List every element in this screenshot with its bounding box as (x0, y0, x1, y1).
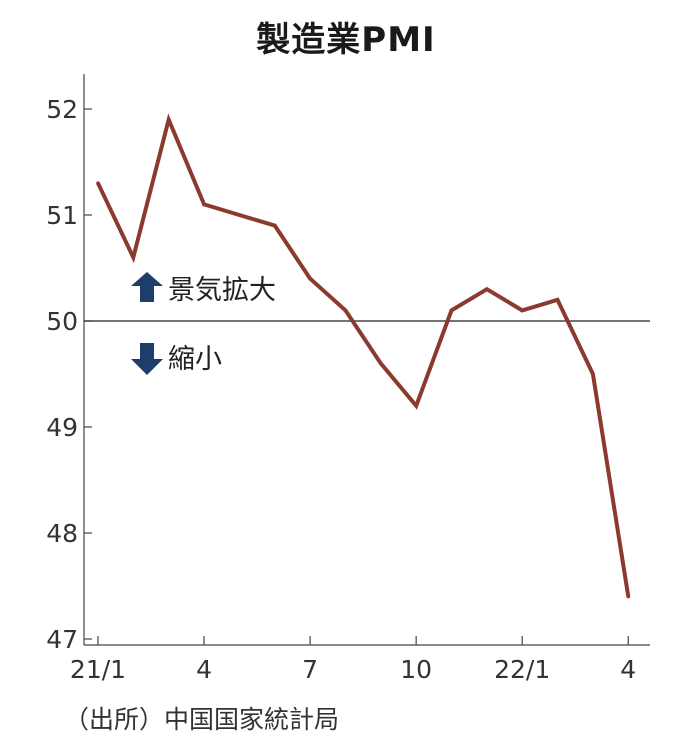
y-tick-label: 52 (46, 95, 78, 124)
x-axis: 21/1 4 7 10 22/1 4 (70, 636, 650, 684)
data-point (591, 372, 595, 376)
data-point (555, 298, 560, 302)
arrow-up-icon (131, 272, 163, 302)
y-tick-label: 49 (46, 413, 78, 442)
data-point (308, 276, 312, 281)
x-tick-label: 21/1 (70, 655, 126, 684)
y-tick-label: 51 (46, 201, 78, 230)
x-tick-label: 7 (302, 655, 318, 684)
chart-title: 製造業PMI (256, 20, 436, 60)
source-note: （出所）中国国家統計局 (64, 705, 340, 734)
data-point (626, 594, 631, 599)
y-tick-label: 47 (46, 625, 78, 654)
data-point (414, 404, 419, 408)
data-point (379, 361, 383, 366)
data-point (449, 308, 454, 313)
data-point (237, 213, 242, 217)
x-tick-label: 22/1 (494, 655, 550, 684)
series-group (96, 113, 631, 599)
data-point (520, 308, 524, 313)
data-point (273, 223, 277, 228)
annotation-expansion-label: 景気拡大 (168, 275, 276, 306)
x-tick-label: 10 (400, 655, 432, 684)
data-point (202, 202, 206, 207)
x-tick-label: 4 (620, 655, 636, 684)
annotation-contraction: 縮小 (131, 343, 222, 375)
y-axis: 47 48 49 50 51 52 (46, 74, 92, 654)
data-point (166, 117, 171, 122)
series-line (96, 113, 631, 597)
annotation-expansion: 景気拡大 (131, 272, 276, 306)
data-point (343, 308, 348, 313)
y-tick-label: 50 (46, 307, 78, 336)
data-point (96, 181, 100, 185)
data-point (131, 255, 136, 260)
data-point (485, 287, 489, 292)
y-tick-label: 48 (46, 519, 78, 548)
annotation-contraction-label: 縮小 (168, 344, 222, 375)
x-tick-label: 4 (196, 655, 212, 684)
arrow-down-icon (131, 343, 163, 375)
